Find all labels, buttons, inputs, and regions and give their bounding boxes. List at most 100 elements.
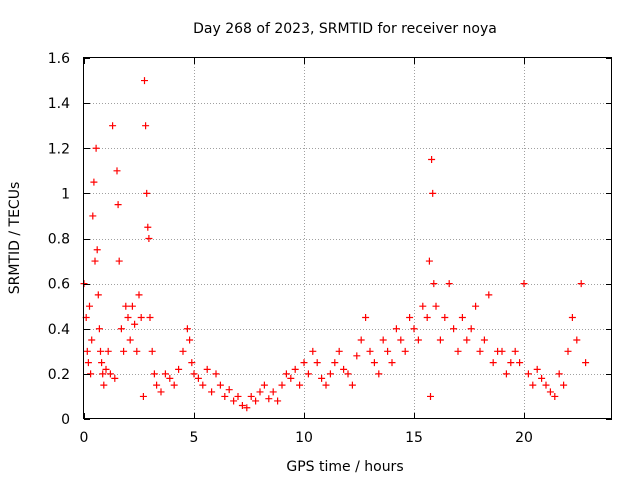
data-point [542,381,550,389]
data-point [92,144,100,152]
data-point [106,370,114,378]
data-point [117,325,125,333]
y-tick-label: 1.6 [48,51,70,67]
data-point [414,336,422,344]
data-point [113,167,121,175]
data-point [141,77,148,85]
data-point [564,347,572,355]
data-point [153,381,161,389]
data-point [188,359,196,367]
x-tick-label: 0 [80,430,89,446]
data-point [183,325,191,333]
data-point [98,359,106,367]
data-point [111,374,119,382]
data-point [318,374,326,382]
data-point [335,347,343,355]
data-point [91,257,99,265]
data-point [221,392,229,400]
data-point [427,392,434,400]
data-point [573,336,581,344]
data-point [428,156,436,164]
data-point [143,189,151,197]
data-point [124,313,132,321]
data-point [388,359,396,367]
data-point [538,374,546,382]
y-axis-label: SRMTID / TECUs [7,182,23,295]
data-point [95,325,103,333]
data-point [126,336,134,344]
data-point [568,313,576,321]
data-point [577,280,585,288]
data-point [344,370,352,378]
y-tick-label: 0.2 [48,367,70,383]
data-point [582,359,590,367]
x-axis-label: GPS time / hours [286,459,403,475]
data-point [139,392,147,400]
data-point [99,370,107,378]
data-point [296,381,304,389]
y-tick-label: 0.6 [48,277,70,293]
x-tick-label: 15 [405,430,423,446]
data-point [100,381,108,389]
data-point [362,313,370,321]
data-point [186,336,194,344]
data-points [80,77,590,412]
data-point [278,381,286,389]
data-point [524,370,532,378]
axis-ticks [84,58,612,420]
data-point [166,374,174,382]
data-point [122,302,130,310]
tick-labels: 0 5 10 15 20 0 0.2 0.4 0.6 0.8 1 1.2 1.4 1.6 [48,51,533,446]
data-point [128,302,136,310]
data-point [322,381,330,389]
data-point [87,370,95,378]
data-point [93,246,101,254]
data-point [366,347,374,355]
data-point [114,201,122,209]
data-point [260,381,268,389]
data-point [243,404,251,412]
data-point [115,257,123,265]
data-point [234,392,242,400]
data-point [432,302,440,310]
data-point [429,189,437,197]
data-point [89,212,97,220]
data-point [472,302,480,310]
grid-layer [84,58,612,419]
y-tick-label: 0.8 [48,232,70,248]
data-point [375,370,383,378]
data-point [133,347,141,355]
data-point [401,347,409,355]
data-point [498,347,506,355]
data-point [146,313,154,321]
data-point [88,336,96,344]
data-point [97,347,104,355]
data-point [467,325,475,333]
data-point [511,347,519,355]
y-tick-label: 0 [61,412,70,428]
data-point [529,381,537,389]
data-point [392,325,400,333]
data-point [84,359,92,367]
data-point [463,336,471,344]
data-point [560,381,568,389]
chart-title: Day 268 of 2023, SRMTID for receiver noy… [193,21,497,37]
data-point [135,291,143,299]
data-point [109,122,117,130]
data-point [144,223,152,231]
data-point [256,388,264,396]
data-point [423,313,431,321]
data-point [142,122,150,130]
data-point [94,291,102,299]
data-point [555,370,563,378]
data-point [190,370,198,378]
data-point [406,313,414,321]
data-point [265,395,273,403]
data-point [410,325,418,333]
x-tick-label: 5 [190,430,199,446]
data-point [282,370,290,378]
data-point [480,336,488,344]
data-point [300,359,308,367]
data-point [326,370,334,378]
